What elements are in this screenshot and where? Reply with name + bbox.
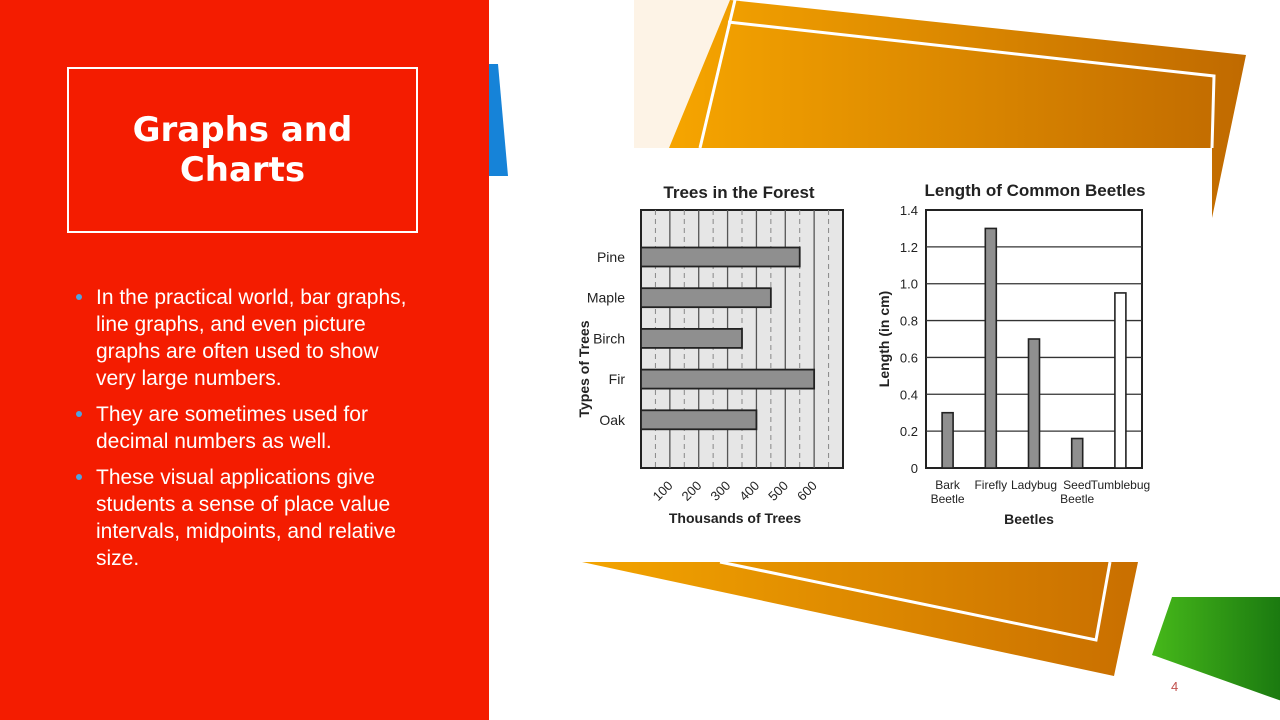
tick-label: 0.8 [900,314,918,329]
tick-label: 100 [650,478,676,504]
axis-label: Types of Trees [576,320,592,417]
tick-label: 200 [679,478,705,504]
tick-label: Beetle [931,492,965,506]
tick-label: Firefly [974,478,1007,492]
axis-label: Beetles [1004,511,1054,527]
tick-label: 500 [765,478,791,504]
tick-label: 1.4 [900,203,918,218]
axis-label: Thousands of Trees [669,510,801,526]
tick-label: Birch [593,330,625,346]
tick-label: Beetle [1060,492,1094,506]
page-number: 4 [1171,679,1179,694]
bullet-item: They are sometimes used for decimal numb… [76,401,416,455]
shape-orange-top [669,0,1246,218]
bullet-item: These visual applications give students … [76,464,416,572]
bullet-dot-icon [76,411,82,417]
chart-trees: Pine Maple Birch Fir Oak 100 200 300 400 500 600 Tr… [576,183,844,526]
slide-title-line1: Graphs and [132,110,353,150]
title-box: Graphs and Charts [67,67,418,233]
bar [640,409,758,431]
shape-green-line [1153,655,1280,704]
slide-title: Graphs and Charts [93,110,393,190]
bullet-dot-icon [76,294,82,300]
tick-label: 0 [911,461,918,476]
tick-label: 600 [794,478,820,504]
bar [1114,292,1127,469]
chart-title: Length of Common Beetles [924,181,1145,200]
bar [640,246,801,268]
bar [640,327,743,349]
bar [640,287,772,309]
tick-label: Seed [1063,478,1091,492]
tick-label: Bark [935,478,961,492]
tick-label: 1.0 [900,277,918,292]
chart-title: Trees in the Forest [663,183,814,202]
tick-label: Fir [609,371,626,387]
tick-label: Maple [587,290,625,306]
tick-label: 400 [736,478,762,504]
tick-label: 0.4 [900,387,918,402]
bar [1070,437,1084,469]
shape-orange-bottom-line [719,560,1112,642]
slide-title-line2: Charts [179,150,306,190]
tick-label: 1.2 [900,240,918,255]
bar [640,368,816,390]
tick-label: 300 [707,478,733,504]
bar [941,411,954,469]
bullet-item: In the practical world, bar graphs, line… [76,284,416,392]
tick-label: Tumblebug [1091,478,1151,492]
bar [984,227,998,469]
bar [1027,338,1041,469]
tick-label: 0.6 [900,350,918,365]
shape-blue-accent [489,64,508,176]
charts-image: Pine Maple Birch Fir Oak 100 200 300 400 500 600 Tr… [576,181,1150,527]
tick-label: 0.2 [900,424,918,439]
tick-label: Oak [599,412,626,428]
chart-panel: Pine Maple Birch Fir Oak 100 200 300 400 500 600 Tr… [570,148,1212,560]
tick-label: Ladybug [1011,478,1057,492]
axis-label: Length (in cm) [876,291,892,387]
bullet-dot-icon [76,474,82,480]
shape-orange-top-line2 [727,20,1216,149]
tick-label: Pine [597,249,625,265]
shape-orange-top-line [698,0,737,149]
left-panel: Graphs and Charts In the practical world… [0,0,489,720]
bullet-list: In the practical world, bar graphs, line… [76,284,416,581]
shape-orange-bottom [582,562,1138,676]
shape-green-accent [1152,597,1280,702]
